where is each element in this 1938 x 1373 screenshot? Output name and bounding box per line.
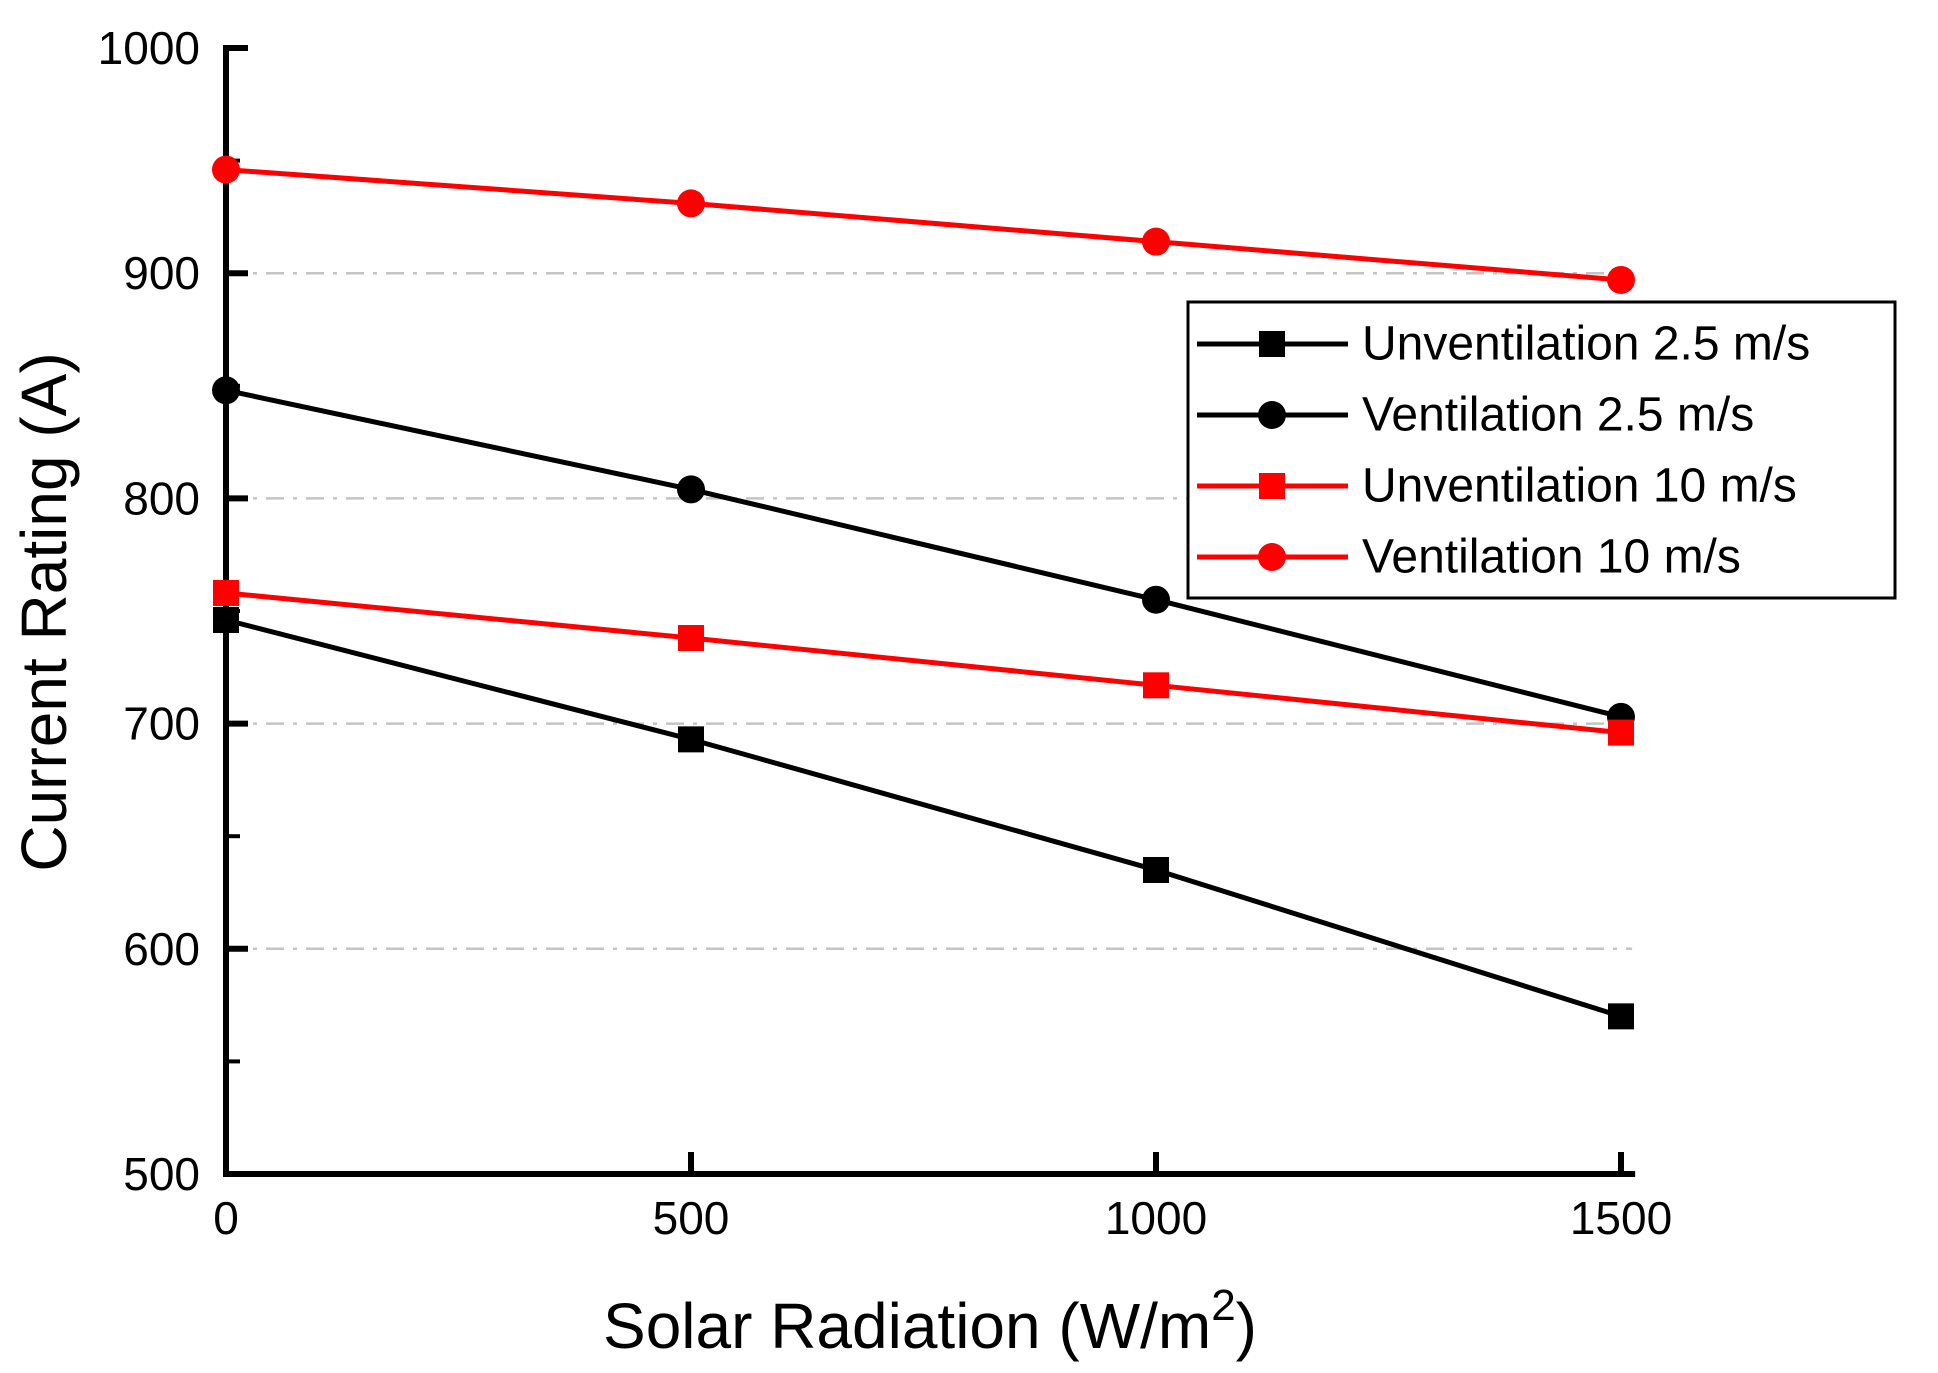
legend-row: Ventilation 10 m/s [1197,531,1741,584]
x-tick-label-0: 0 [213,1192,239,1244]
data-point-circle [1142,227,1170,256]
series-unventilation-10-m-s [213,579,1634,746]
legend-marker-circle [1258,401,1286,429]
legend-label: Ventilation 10 m/s [1362,531,1741,584]
legend-marker-square [1259,473,1285,499]
legend-marker-square [1259,331,1285,357]
data-point-square [1143,672,1169,699]
y-tick-label-700: 700 [123,698,200,750]
y-tick-label-900: 900 [123,247,200,299]
data-point-circle [1142,585,1170,614]
data-point-square [1608,1003,1634,1030]
series-unventilation-2.5-m-s [213,607,1634,1030]
legend-marker-circle [1258,543,1286,571]
data-point-circle [677,475,705,504]
data-point-square [678,726,704,753]
x-tick-label-1000: 1000 [1105,1192,1207,1244]
data-point-square [1608,719,1634,746]
y-tick-label-600: 600 [123,923,200,975]
legend-label: Unventilation 10 m/s [1362,460,1797,513]
y-tick-label-1000: 1000 [98,22,200,74]
data-point-circle [1607,265,1635,294]
legend-label: Unventilation 2.5 m/s [1362,318,1810,371]
series-line [225,167,1622,283]
x-tick-label-500: 500 [653,1192,730,1244]
data-point-circle [677,189,705,218]
series-line [225,590,1622,736]
data-point-circle [212,155,240,184]
series-ventilation-10-m-s [212,155,1635,294]
series-line [225,617,1622,1019]
legend-row: Ventilation 2.5 m/s [1197,389,1754,442]
y-tick-label-800: 800 [123,472,200,524]
legend-label: Ventilation 2.5 m/s [1362,389,1754,442]
legend-row: Unventilation 2.5 m/s [1197,318,1810,371]
data-point-square [213,607,239,634]
y-tick-label-500: 500 [123,1148,200,1200]
legend: Unventilation 2.5 m/s Ventilation 2.5 m/s… [1186,300,1897,600]
data-point-square [678,625,704,652]
legend-row: Unventilation 10 m/s [1197,460,1797,513]
data-point-square [1143,856,1169,883]
data-point-square [213,579,239,606]
x-axis-title-superscript: 2 [1211,1281,1235,1330]
y-axis-title: Current Rating (A) [8,352,80,871]
series-line [225,387,1622,720]
legend-box [1186,300,1897,600]
data-series [212,155,1635,1030]
x-tick-label-1500: 1500 [1570,1192,1672,1244]
x-axis-title: Solar Radiation (W/m2) [603,1281,1257,1362]
x-axis-title-end: ) [1236,1290,1257,1362]
data-point-circle [212,376,240,405]
x-axis-title-main: Solar Radiation (W/m [603,1290,1211,1362]
